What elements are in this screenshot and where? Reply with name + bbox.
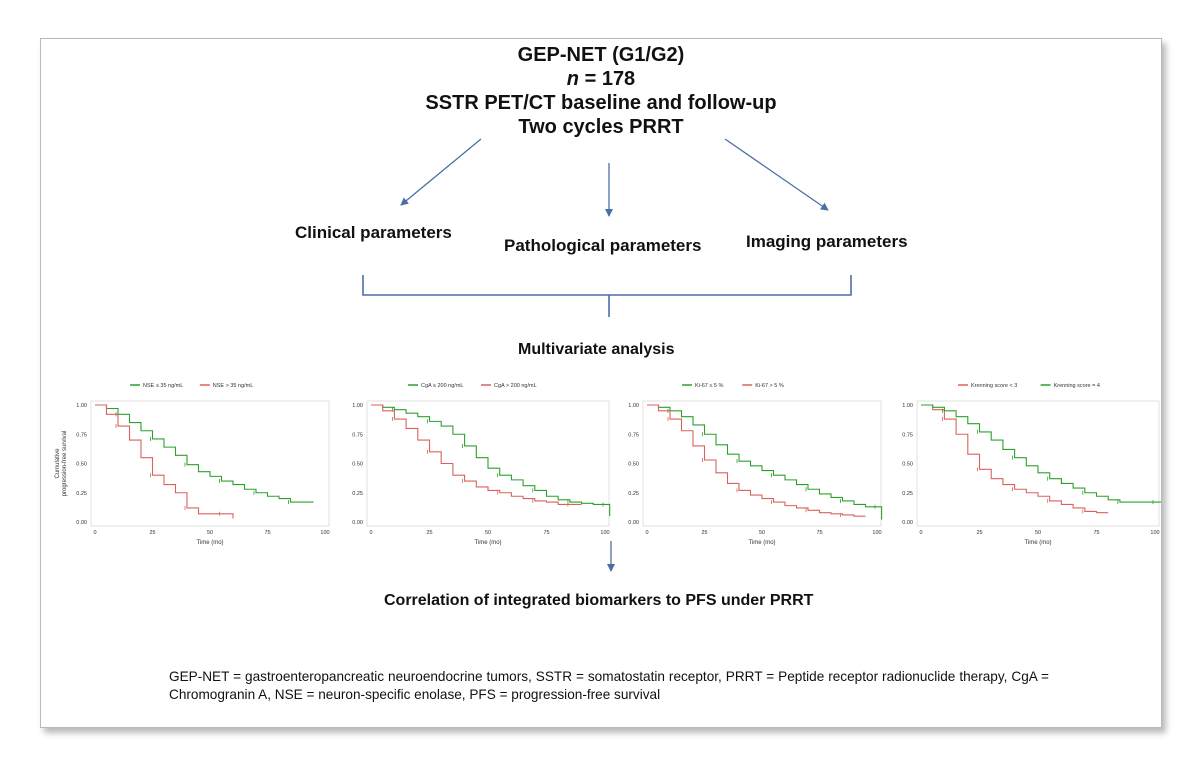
x-tick-label: 50 (759, 530, 765, 536)
x-axis-label: Time (mo) (1024, 540, 1051, 546)
legend-label: CgA ≤ 200 ng/mL (421, 383, 463, 389)
y-tick-label: 0.75 (902, 432, 913, 438)
y-tick-label: 0.50 (628, 462, 639, 468)
km-curve (921, 404, 1161, 503)
x-tick-label: 25 (149, 530, 155, 536)
km-curve (371, 404, 582, 505)
plot-frame (642, 400, 882, 527)
title-line-3: SSTR PET/CT baseline and follow-up (425, 92, 777, 114)
x-tick-label: 0 (919, 530, 922, 536)
x-tick-label: 100 (872, 530, 881, 536)
y-tick-label: 0.75 (352, 432, 363, 438)
plot-frame (916, 400, 1160, 527)
x-tick-label: 0 (369, 530, 372, 536)
y-tick-label: 0.75 (76, 432, 87, 438)
y-tick-label: 0.00 (352, 520, 363, 526)
legend-label: Ki-67 ≤ 5 % (695, 383, 724, 389)
legend-label: NSE ≤ 35 ng/mL (143, 383, 183, 389)
pathological-parameters: Pathological parameters (504, 236, 702, 255)
y-tick-label: 0.00 (628, 520, 639, 526)
y-tick-label: 0.00 (76, 520, 87, 526)
x-axis-label: Time (mo) (196, 540, 223, 546)
km-curve (647, 404, 866, 517)
x-tick-label: 25 (701, 530, 707, 536)
x-tick-label: 75 (1093, 530, 1099, 536)
x-tick-label: 100 (320, 530, 329, 536)
grouping-brace (362, 275, 852, 296)
arrow-to-clinical (400, 138, 482, 206)
km-chart-ki67: 0.00 0.25 0.50 0.75 1.00 0 25 50 75 100 Time (mo) K… (628, 383, 883, 546)
y-tick-label: 0.25 (352, 491, 363, 497)
footnote: GEP-NET = gastroenteropancreatic neuroen… (169, 669, 1049, 702)
y-tick-label: 0.50 (902, 462, 913, 468)
x-tick-label: 100 (600, 530, 609, 536)
y-tick-label: 0.25 (902, 491, 913, 497)
x-axis-label: Time (mo) (474, 540, 501, 546)
y-tick-label: 0.50 (76, 462, 87, 468)
legend-label: CgA > 200 ng/mL (494, 383, 537, 389)
x-tick-label: 25 (976, 530, 982, 536)
x-axis-label: Time (mo) (748, 540, 775, 546)
km-curve (95, 404, 234, 519)
legend-label: NSE > 35 ng/mL (213, 383, 254, 389)
arrow-to-imaging (724, 138, 829, 211)
y-axis-label: Cumulativeprogression-free survival (55, 431, 68, 497)
title-line-4: Two cycles PRRT (518, 116, 684, 138)
title-line-2: n = 178 (41, 67, 1161, 91)
x-tick-label: 50 (1035, 530, 1041, 536)
km-curve (921, 404, 1109, 514)
km-chart-krenning: 0.00 0.25 0.50 0.75 1.00 0 25 50 75 100 Time (mo) K… (902, 383, 1161, 546)
title-line-1: GEP-NET (G1/G2) (517, 44, 685, 66)
km-curve (95, 404, 314, 503)
x-tick-label: 75 (816, 530, 822, 536)
y-tick-label: 0.25 (76, 491, 87, 497)
n-value: = 178 (584, 68, 636, 90)
x-tick-label: 50 (485, 530, 491, 536)
flow-arrows (362, 138, 852, 572)
y-tick-label: 1.00 (628, 403, 639, 409)
figure-card: GEP-NET (G1/G2) n = 178 SSTR PET/CT base… (40, 38, 1162, 728)
y-tick-label: 1.00 (352, 403, 363, 409)
y-tick-label: 0.25 (628, 491, 639, 497)
y-tick-label: 1.00 (902, 403, 913, 409)
km-chart-cga: 0.00 0.25 0.50 0.75 1.00 0 25 50 75 100 Time (mo) C… (352, 383, 611, 546)
x-tick-label: 75 (543, 530, 549, 536)
x-tick-label: 50 (207, 530, 213, 536)
km-curve (371, 404, 611, 517)
x-tick-label: 0 (93, 530, 96, 536)
km-curve (647, 404, 883, 520)
y-tick-label: 0.50 (352, 462, 363, 468)
n-symbol: n (566, 68, 580, 90)
x-tick-label: 100 (1150, 530, 1159, 536)
x-tick-label: 25 (426, 530, 432, 536)
multivariate-title: Multivariate analysis (518, 341, 675, 358)
legend-label: Krenning score < 3 (971, 383, 1017, 389)
x-tick-label: 0 (645, 530, 648, 536)
y-tick-label: 0.00 (902, 520, 913, 526)
km-chart-nse: 0.00 0.25 0.50 0.75 1.00 0 25 50 75 100 Time (mo) C… (55, 383, 330, 546)
y-tick-label: 0.75 (628, 432, 639, 438)
plot-frame (90, 400, 330, 527)
legend-label: Krenning score = 4 (1054, 383, 1100, 389)
x-tick-label: 75 (264, 530, 270, 536)
imaging-parameters: Imaging parameters (746, 232, 908, 251)
conclusion-title: Correlation of integrated biomarkers to … (384, 592, 814, 609)
y-tick-label: 1.00 (76, 403, 87, 409)
legend-label: Ki-67 > 5 % (755, 383, 784, 389)
clinical-parameters: Clinical parameters (295, 223, 452, 242)
plot-frame (366, 400, 610, 527)
